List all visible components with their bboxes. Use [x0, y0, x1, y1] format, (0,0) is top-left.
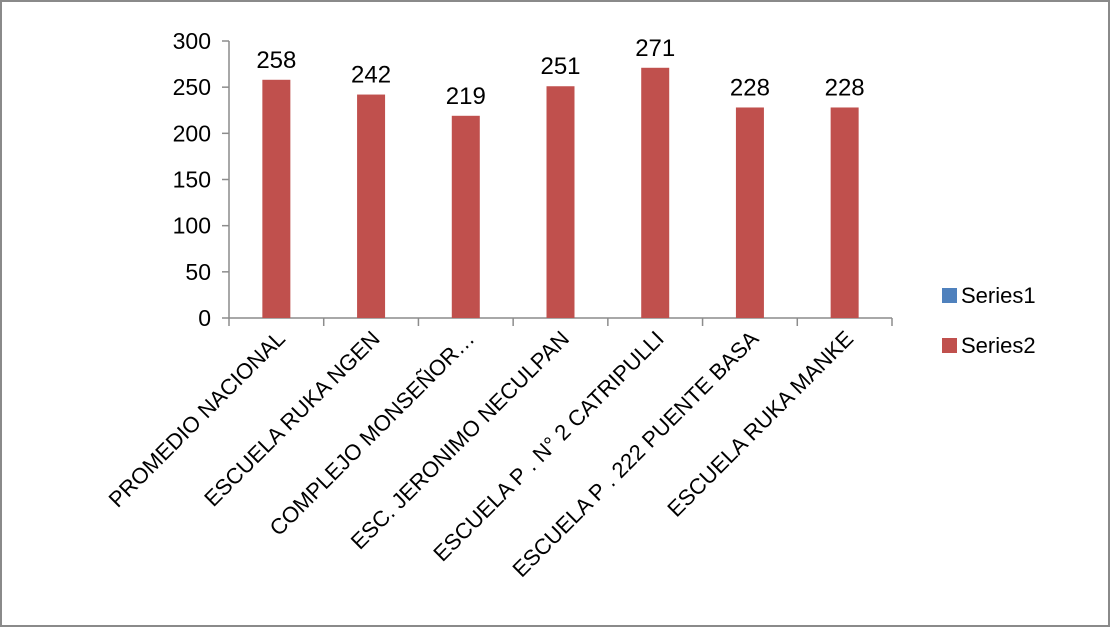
data-label: 228: [730, 74, 770, 101]
legend-label: Series1: [961, 283, 1036, 308]
y-tick-label: 0: [198, 305, 211, 331]
data-label: 242: [351, 62, 391, 89]
y-tick-label: 250: [173, 74, 211, 100]
axes: 0 50 100 150 200 250 300: [173, 28, 893, 331]
bar: [357, 94, 386, 318]
y-tick-label: 50: [185, 259, 211, 285]
legend: Series1 Series2: [942, 283, 1036, 358]
category-label: ESCUELA RUKA NGEN: [199, 326, 384, 511]
data-label: 258: [256, 47, 296, 74]
data-label: 251: [540, 53, 580, 80]
legend-swatch: [942, 338, 957, 353]
bar: [641, 67, 670, 318]
data-label: 219: [446, 83, 486, 110]
bar: [451, 115, 480, 318]
category-label: PROMEDIO NACIONAL: [104, 326, 290, 512]
y-tick-label: 200: [173, 120, 211, 146]
category-label: ESCUELA RUKA MANKE: [662, 326, 858, 522]
y-tick-label: 300: [173, 28, 211, 54]
bar: [262, 79, 291, 318]
data-label: 271: [635, 35, 675, 62]
category-label: COMPLEJO MONSEÑOR…: [265, 326, 480, 541]
legend-label: Series2: [961, 333, 1036, 358]
bar: [546, 86, 575, 318]
bar: [830, 107, 859, 318]
y-tick-label: 150: [173, 167, 211, 193]
legend-swatch: [942, 288, 957, 303]
bar: [735, 107, 764, 318]
y-tick-label: 100: [173, 213, 211, 239]
data-labels: 258 242 219 251 271 228 228: [256, 35, 864, 110]
bars: [262, 67, 859, 318]
data-label: 228: [825, 74, 865, 101]
